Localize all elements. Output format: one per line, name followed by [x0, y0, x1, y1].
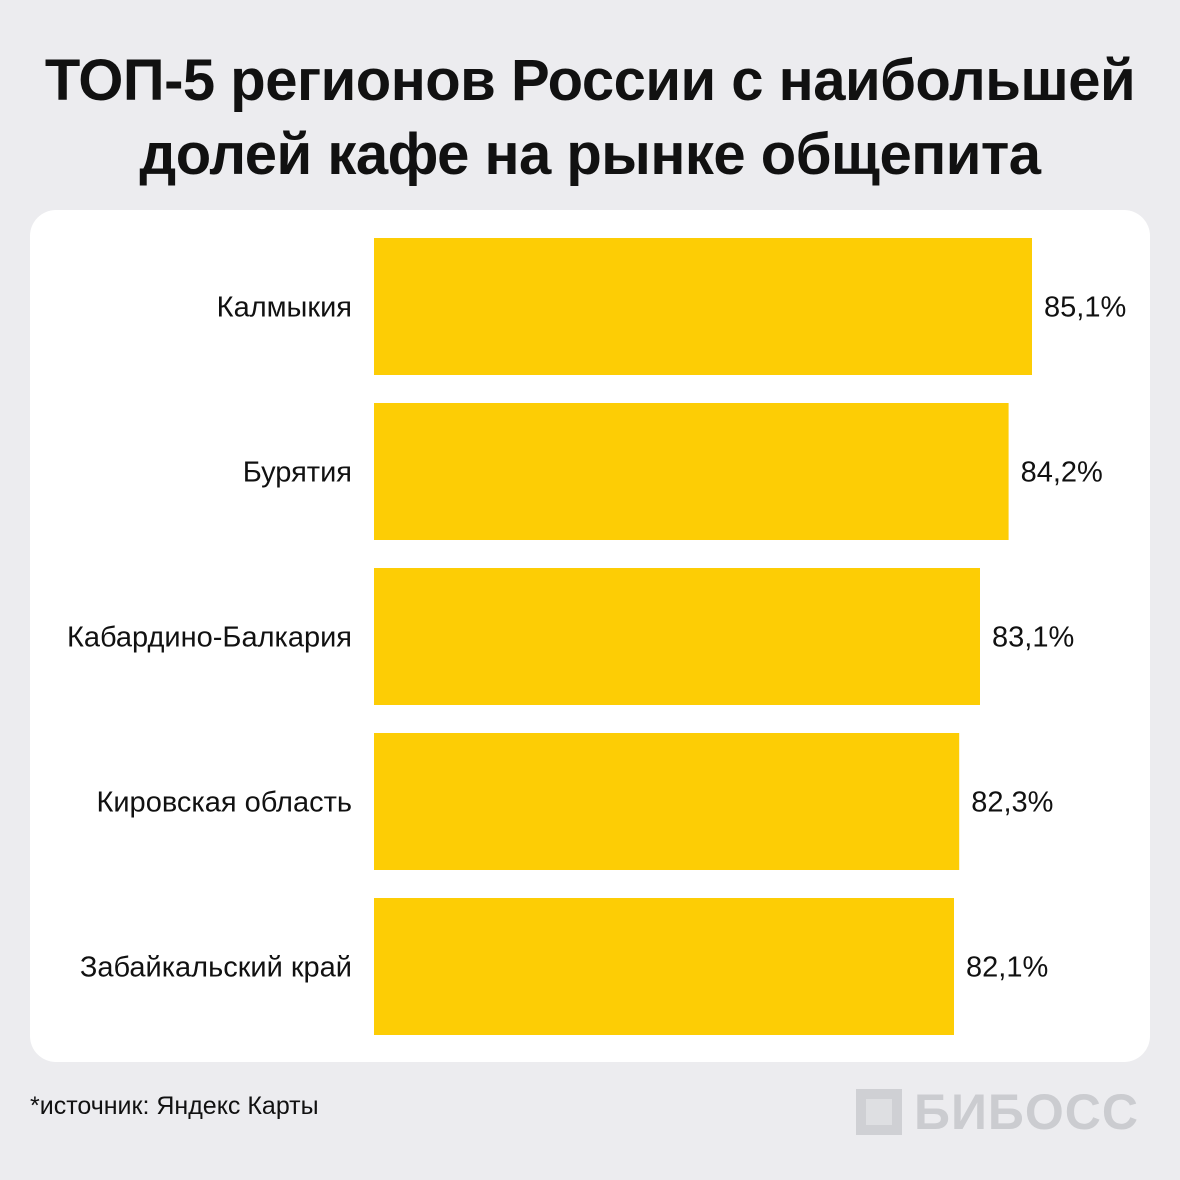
category-label-1: Калмыкия [217, 292, 352, 324]
bar-4 [374, 733, 960, 870]
chart-card: Калмыкия 85,1% Бурятия 84,2% Кабардино-Балка… [30, 210, 1150, 1062]
title-line-1: ТОП-5 регионов России с наибольшей [44, 48, 1136, 113]
value-label-5: 82,1% [966, 952, 1048, 984]
bar-1 [374, 238, 1032, 375]
bar-2 [374, 403, 1009, 540]
bar-5 [374, 898, 954, 1035]
category-label-2: Бурятия [243, 457, 352, 489]
chart-title: ТОП-5 регионов России с наибольшей долей… [0, 44, 1180, 192]
value-label-1: 85,1% [1044, 292, 1126, 324]
logo-text: БИБОСС [914, 1084, 1139, 1140]
logo-icon [856, 1089, 902, 1135]
category-label-3: Кабардино-Балкария [67, 622, 352, 654]
value-label-2: 84,2% [1021, 457, 1103, 489]
category-label-4: Кировская область [96, 787, 352, 819]
bar-chart: Калмыкия 85,1% Бурятия 84,2% Кабардино-Балка… [67, 238, 1126, 1035]
value-label-3: 83,1% [992, 622, 1074, 654]
title-line-2: долей кафе на рынке общепита [139, 122, 1041, 187]
category-label-5: Забайкальский край [80, 952, 352, 984]
value-label-4: 82,3% [971, 787, 1053, 819]
brand-logo: БИБОСС [856, 1084, 1139, 1140]
bar-3 [374, 568, 980, 705]
source-note: *источник: Яндекс Карты [30, 1092, 319, 1120]
